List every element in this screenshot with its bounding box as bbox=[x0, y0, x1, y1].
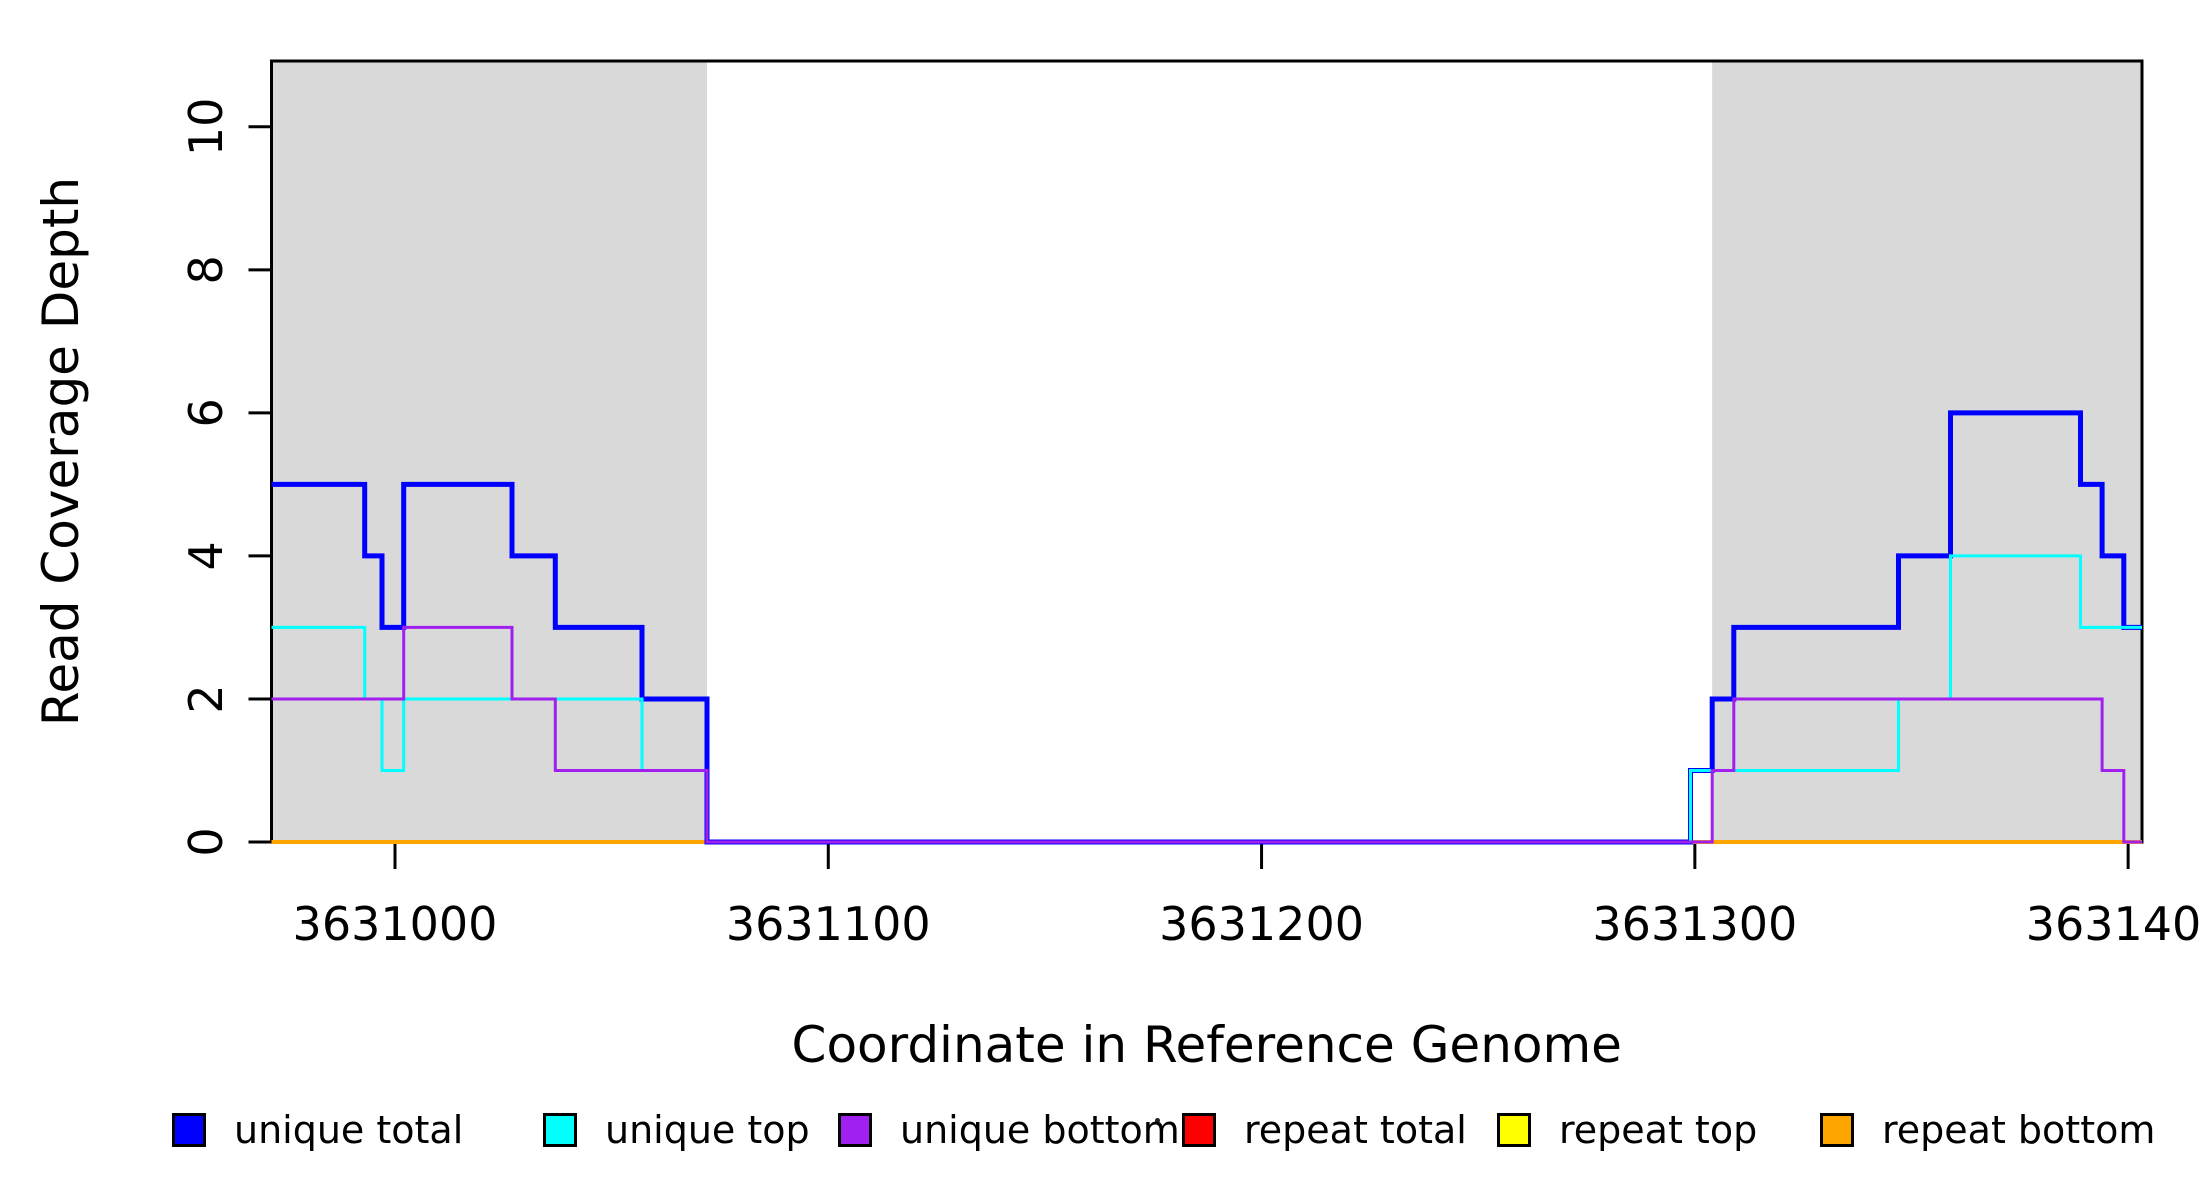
shaded-region-0 bbox=[271, 61, 707, 842]
legend-item-repeat-bottom: repeat bottom bbox=[1820, 1106, 2155, 1154]
legend-label-repeat-bottom: repeat bottom bbox=[1882, 1108, 2156, 1152]
y-tick-label: 6 bbox=[179, 398, 233, 427]
x-axis-title: Coordinate in Reference Genome bbox=[792, 1016, 1622, 1074]
legend-label-unique-total: unique total bbox=[234, 1108, 464, 1152]
legend-swatch-unique-bottom bbox=[838, 1113, 872, 1147]
legend-item-repeat-top: repeat top bbox=[1497, 1106, 1757, 1154]
legend-item-unique-bottom: unique bottom bbox=[838, 1106, 1180, 1154]
legend: unique total unique top unique bottom re… bbox=[0, 1106, 2200, 1166]
shaded-region-1 bbox=[1712, 61, 2142, 842]
artifact-dot bbox=[1155, 1118, 1160, 1123]
y-axis-title: Read Coverage Depth bbox=[32, 177, 90, 726]
x-tick-label: 3631300 bbox=[1592, 897, 1797, 951]
x-tick-label: 3631200 bbox=[1159, 897, 1364, 951]
y-tick-label: 10 bbox=[179, 98, 233, 157]
legend-swatch-repeat-total bbox=[1182, 1113, 1216, 1147]
legend-item-unique-top: unique top bbox=[543, 1106, 810, 1154]
legend-label-repeat-total: repeat total bbox=[1244, 1108, 1467, 1152]
legend-label-unique-top: unique top bbox=[605, 1108, 810, 1152]
legend-label-unique-bottom: unique bottom bbox=[900, 1108, 1180, 1152]
y-tick-label: 8 bbox=[179, 255, 233, 284]
legend-swatch-unique-total bbox=[172, 1113, 206, 1147]
y-tick-label: 0 bbox=[179, 827, 233, 856]
legend-swatch-repeat-bottom bbox=[1820, 1113, 1854, 1147]
x-tick-label: 3631100 bbox=[726, 897, 931, 951]
legend-swatch-repeat-top bbox=[1497, 1113, 1531, 1147]
series-line-unique-bottom bbox=[271, 625, 2142, 844]
legend-item-repeat-total: repeat total bbox=[1182, 1106, 1467, 1154]
legend-swatch-unique-top bbox=[543, 1113, 577, 1147]
y-tick-label: 2 bbox=[179, 684, 233, 713]
legend-label-repeat-top: repeat top bbox=[1559, 1108, 1758, 1152]
y-tick-label: 4 bbox=[179, 541, 233, 570]
x-tick-label: 3631000 bbox=[293, 897, 498, 951]
legend-item-unique-total: unique total bbox=[172, 1106, 463, 1154]
